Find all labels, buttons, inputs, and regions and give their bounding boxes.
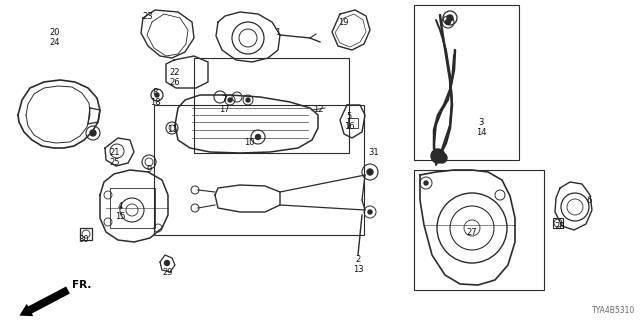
Circle shape — [431, 149, 445, 163]
Text: 28: 28 — [555, 222, 565, 231]
Bar — [194, 58, 349, 153]
Text: 30: 30 — [79, 235, 90, 244]
Text: 11: 11 — [167, 125, 177, 134]
Circle shape — [424, 181, 428, 185]
Text: 20
24: 20 24 — [50, 28, 60, 47]
Text: 7
17: 7 17 — [219, 95, 229, 114]
Text: 5
16: 5 16 — [344, 112, 355, 131]
Text: FR.: FR. — [72, 280, 92, 290]
Text: 19: 19 — [338, 18, 348, 27]
Text: 10: 10 — [244, 138, 254, 147]
Bar — [348, 118, 358, 128]
Circle shape — [164, 260, 170, 266]
Bar — [414, 5, 519, 160]
Text: 21
25: 21 25 — [109, 148, 120, 167]
Text: 31: 31 — [369, 148, 380, 157]
Text: 29: 29 — [163, 268, 173, 277]
Text: 27: 27 — [467, 228, 477, 237]
FancyArrow shape — [19, 286, 70, 316]
Circle shape — [445, 20, 451, 25]
Bar — [414, 170, 544, 290]
Circle shape — [368, 210, 372, 214]
Text: TYA4B5310: TYA4B5310 — [592, 306, 635, 315]
Bar — [80, 228, 92, 240]
Text: 12: 12 — [313, 105, 323, 114]
Circle shape — [437, 153, 447, 163]
Circle shape — [255, 134, 260, 140]
Text: 3
14: 3 14 — [476, 118, 486, 137]
Bar — [553, 218, 563, 228]
Text: 6: 6 — [586, 196, 592, 205]
Text: 9: 9 — [147, 165, 152, 174]
Circle shape — [447, 15, 453, 21]
Circle shape — [155, 93, 159, 97]
Circle shape — [367, 169, 373, 175]
Bar — [110, 188, 155, 228]
Text: 2
13: 2 13 — [353, 255, 364, 274]
Text: 22
26: 22 26 — [170, 68, 180, 87]
Circle shape — [228, 98, 232, 102]
Circle shape — [90, 130, 96, 136]
Text: 1: 1 — [275, 28, 280, 37]
Text: 8
18: 8 18 — [150, 88, 160, 107]
Circle shape — [246, 98, 250, 102]
Text: 23: 23 — [143, 12, 154, 21]
Text: 4
15: 4 15 — [115, 202, 125, 221]
Bar — [154, 105, 364, 235]
